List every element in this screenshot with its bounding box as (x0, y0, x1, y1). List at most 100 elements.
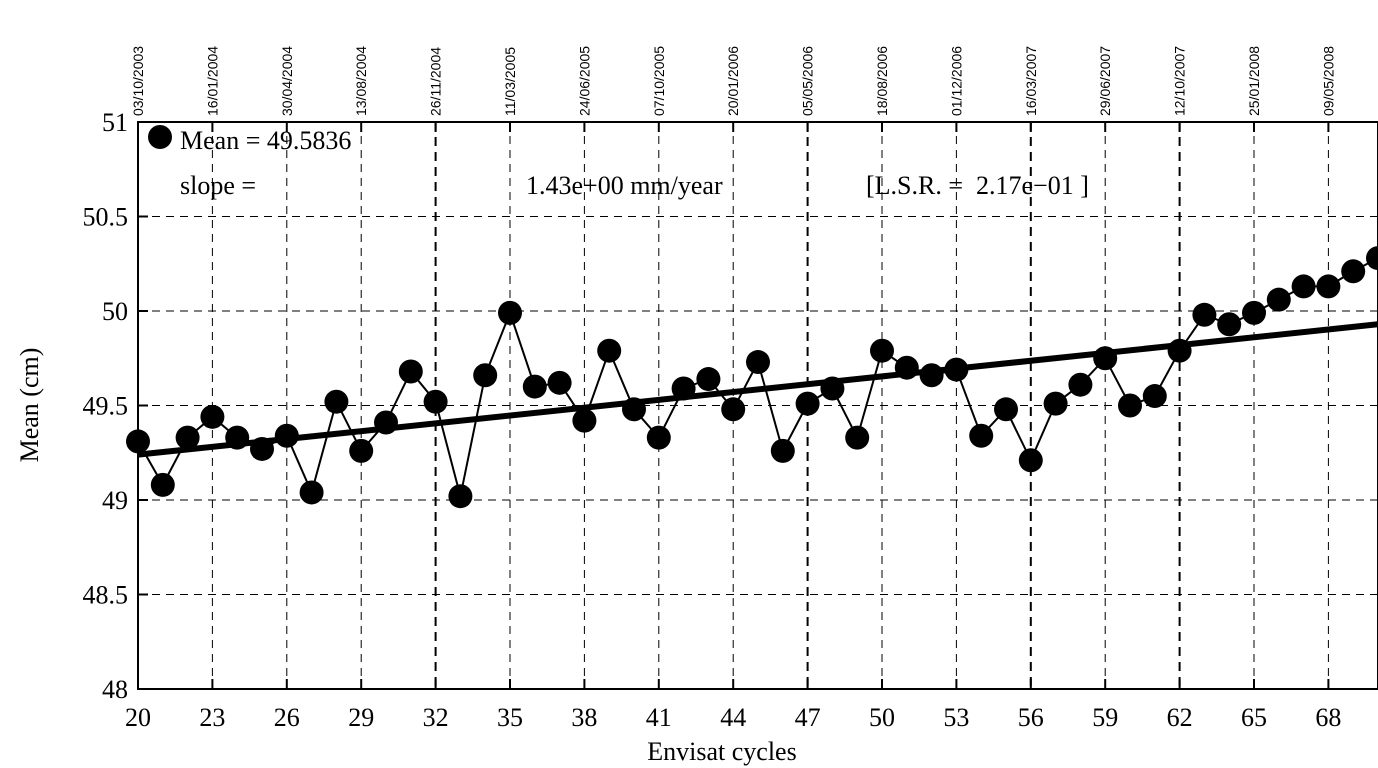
slope-label: slope = (180, 171, 256, 200)
data-point (473, 363, 498, 388)
top-date-label: 24/06/2005 (576, 46, 592, 116)
tick-marks (137, 121, 1330, 690)
data-point (522, 374, 547, 399)
data-point (919, 363, 944, 388)
top-date-label: 18/08/2006 (874, 46, 890, 116)
data-point (845, 425, 870, 450)
data-point (547, 370, 572, 395)
top-date-label: 26/11/2004 (428, 47, 444, 116)
data-point (1192, 302, 1217, 327)
y-tick-labels: 48 48.5 49 49.5 50 50.5 51 (83, 108, 129, 704)
data-point (1266, 287, 1291, 312)
lsr-label: [L.S.R. = 2.17e−01 ] (866, 171, 1089, 200)
x-tick-label: 44 (720, 703, 746, 732)
legend-marker (148, 125, 172, 149)
data-point (994, 397, 1018, 422)
top-date-label: 13/08/2004 (353, 46, 369, 116)
data-point (1043, 391, 1068, 416)
y-tick-label: 50 (102, 297, 128, 326)
data-point (1093, 346, 1118, 371)
data-point (250, 436, 274, 461)
data-point (1018, 448, 1043, 473)
data-point (646, 425, 671, 450)
y-tick-label: 48 (102, 675, 128, 704)
x-tick-label: 56 (1018, 703, 1044, 732)
series-group (126, 246, 1378, 509)
data-point (498, 300, 522, 325)
x-tick-label: 47 (795, 703, 821, 732)
x-tick-label: 26 (274, 703, 300, 732)
data-point (423, 389, 448, 414)
data-point (894, 355, 919, 380)
x-tick-label: 59 (1092, 703, 1118, 732)
data-point (820, 376, 845, 401)
data-point (448, 484, 473, 509)
top-date-label: 12/10/2007 (1172, 46, 1188, 116)
x-tick-label: 35 (497, 703, 523, 732)
data-point (721, 397, 746, 422)
data-point (944, 357, 969, 382)
top-date-label: 25/01/2008 (1246, 46, 1262, 116)
data-point (349, 438, 374, 463)
x-tick-label: 38 (571, 703, 597, 732)
y-tick-label: 48.5 (83, 581, 129, 610)
data-point (1341, 259, 1366, 284)
data-point (324, 389, 349, 414)
data-point (1142, 384, 1167, 409)
data-point (1291, 274, 1316, 299)
y-tick-label: 51 (102, 108, 128, 137)
y-tick-label: 49 (102, 486, 128, 515)
data-point (795, 391, 820, 416)
data-point (1316, 274, 1341, 299)
top-date-labels: 03/10/2003 16/01/2004 30/04/2004 13/08/2004… (130, 46, 1336, 116)
x-tick-label: 53 (943, 703, 969, 732)
x-axis-label: Envisat cycles (647, 737, 796, 766)
y-axis-label: Mean (cm) (15, 348, 44, 463)
data-point (770, 438, 795, 463)
x-tick-label: 41 (646, 703, 672, 732)
top-date-label: 01/12/2006 (948, 46, 964, 116)
x-tick-labels: 20 23 26 29 32 35 38 41 44 47 50 53 56 59 62 65 68 (125, 703, 1341, 732)
y-tick-label: 49.5 (83, 392, 129, 421)
top-date-label: 16/01/2004 (204, 46, 220, 116)
data-point (398, 359, 423, 384)
data-point (374, 410, 398, 435)
data-point (696, 367, 721, 392)
data-point (1118, 393, 1142, 418)
x-tick-label: 62 (1167, 703, 1193, 732)
top-date-label: 29/06/2007 (1097, 46, 1113, 116)
x-tick-label: 65 (1241, 703, 1267, 732)
top-date-label: 07/10/2005 (651, 46, 667, 116)
data-point (572, 408, 597, 433)
legend-mean-label: Mean = 49.5836 (180, 126, 351, 155)
data-point (150, 472, 175, 497)
x-tick-label: 23 (199, 703, 225, 732)
data-point (746, 350, 770, 375)
data-point (200, 404, 225, 429)
top-date-label: 20/01/2006 (725, 46, 741, 116)
top-date-label: 09/05/2008 (1320, 46, 1336, 116)
data-point (870, 338, 894, 363)
slope-value: 1.43e+00 mm/year (526, 171, 723, 200)
data-point (671, 376, 696, 401)
top-date-label: 16/03/2007 (1023, 46, 1039, 116)
data-point (1167, 338, 1192, 363)
x-tick-label: 20 (125, 703, 151, 732)
data-point (175, 425, 200, 450)
x-tick-label: 32 (423, 703, 449, 732)
y-tick-label: 50.5 (83, 203, 129, 232)
x-tick-label: 68 (1315, 703, 1341, 732)
data-point (1242, 300, 1266, 325)
x-tick-label: 29 (348, 703, 374, 732)
data-point (299, 480, 324, 505)
data-point (1217, 312, 1242, 337)
data-point (969, 423, 994, 448)
data-point (1068, 372, 1093, 397)
data-point (622, 397, 646, 422)
data-point (274, 423, 299, 448)
top-date-label: 11/03/2005 (502, 47, 518, 116)
top-date-label: 03/10/2003 (130, 46, 146, 116)
data-point (225, 425, 250, 450)
data-point (597, 338, 622, 363)
